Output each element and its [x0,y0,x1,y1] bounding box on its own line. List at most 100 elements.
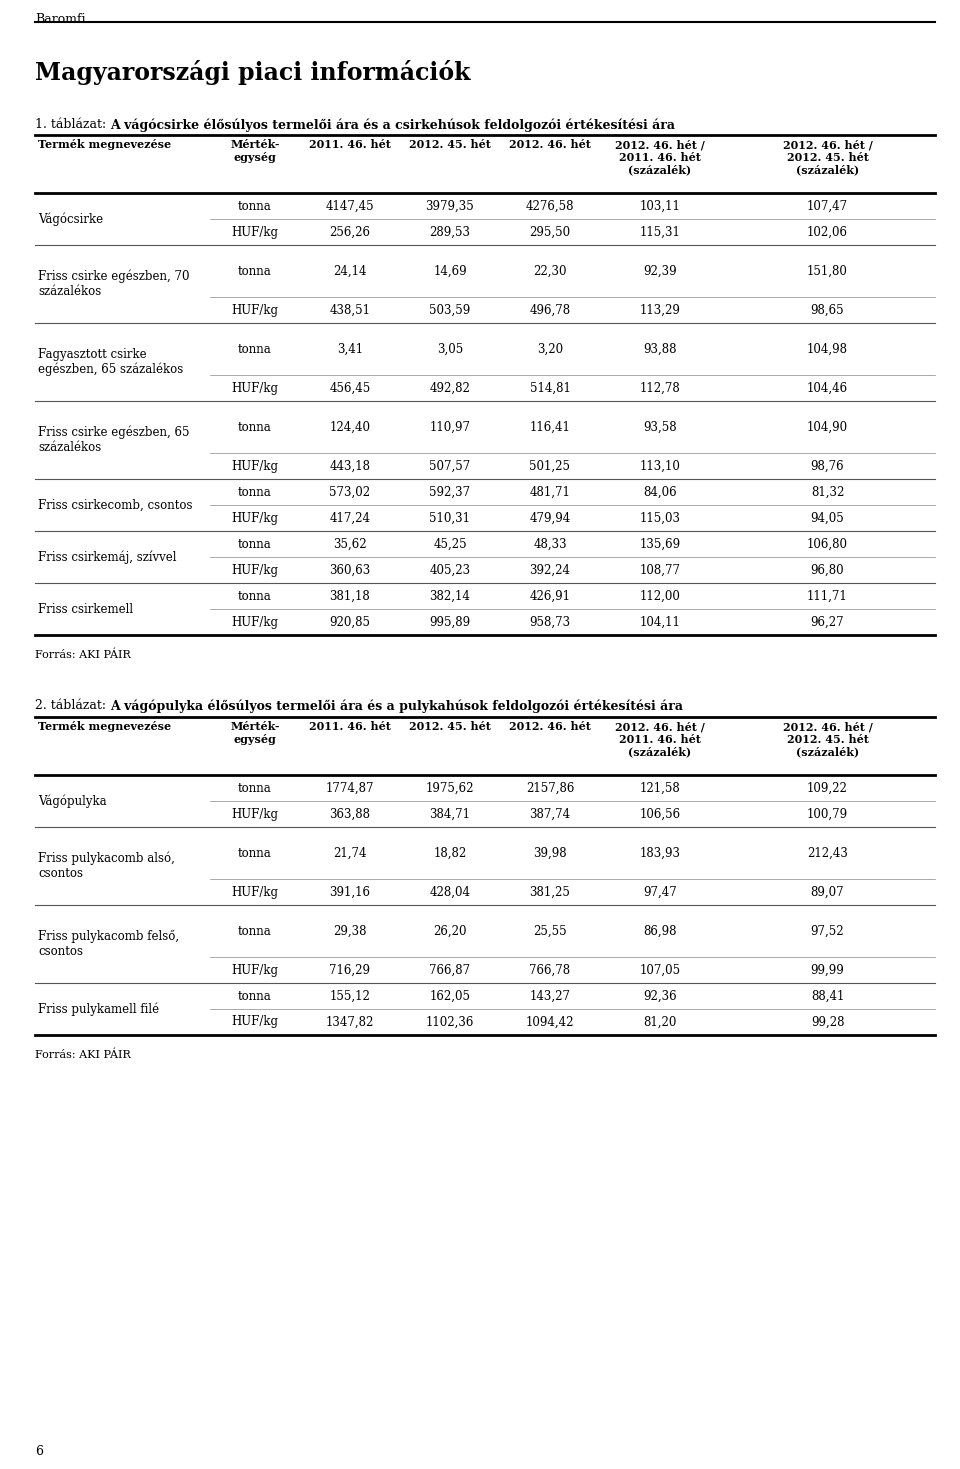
Text: Friss csirke egészben, 65
százalékos: Friss csirke egészben, 65 százalékos [38,426,189,454]
Text: Vágócsirke: Vágócsirke [38,212,103,226]
Text: 81,20: 81,20 [643,1015,677,1028]
Text: 109,22: 109,22 [807,782,848,795]
Text: 2. táblázat:: 2. táblázat: [35,699,110,712]
Text: 104,11: 104,11 [639,616,681,629]
Text: 96,27: 96,27 [810,616,844,629]
Text: 6: 6 [35,1445,43,1459]
Text: 155,12: 155,12 [329,990,371,1002]
Text: tonna: tonna [238,538,272,551]
Text: Mérték-
egység: Mérték- egység [230,140,279,163]
Text: 766,87: 766,87 [429,964,470,977]
Text: HUF/kg: HUF/kg [231,886,278,899]
Text: 93,88: 93,88 [643,342,677,355]
Text: tonna: tonna [238,342,272,355]
Text: 510,31: 510,31 [429,511,470,524]
Text: tonna: tonna [238,485,272,498]
Text: 363,88: 363,88 [329,808,371,821]
Text: 96,80: 96,80 [810,564,844,576]
Text: 573,02: 573,02 [329,485,371,498]
Text: 143,27: 143,27 [530,990,570,1002]
Text: 481,71: 481,71 [530,485,570,498]
Text: 995,89: 995,89 [429,616,470,629]
Text: 381,18: 381,18 [329,589,371,602]
Text: 29,38: 29,38 [333,924,367,937]
Text: 48,33: 48,33 [533,538,566,551]
Text: 2012. 46. hét /
2011. 46. hét
(százalék): 2012. 46. hét / 2011. 46. hét (százalék) [615,140,705,176]
Text: 35,62: 35,62 [333,538,367,551]
Text: 360,63: 360,63 [329,564,371,576]
Text: 98,76: 98,76 [810,460,844,473]
Text: Friss pulykamell filé: Friss pulykamell filé [38,1002,159,1015]
Text: A vágócsirke élősúlyos termelői ára és a csirkehúsok feldolgozói értékesítési ár: A vágócsirke élősúlyos termelői ára és a… [110,118,675,132]
Text: 958,73: 958,73 [529,616,570,629]
Text: HUF/kg: HUF/kg [231,564,278,576]
Text: Forrás: AKI PÁIR: Forrás: AKI PÁIR [35,649,131,660]
Text: 84,06: 84,06 [643,485,677,498]
Text: 39,98: 39,98 [533,846,566,859]
Text: 716,29: 716,29 [329,964,371,977]
Text: 289,53: 289,53 [429,226,470,238]
Text: 110,97: 110,97 [429,420,470,433]
Text: 97,47: 97,47 [643,886,677,899]
Text: HUF/kg: HUF/kg [231,304,278,316]
Text: Friss pulykacomb felső,
csontos: Friss pulykacomb felső, csontos [38,930,180,958]
Text: 295,50: 295,50 [529,226,570,238]
Text: tonna: tonna [238,782,272,795]
Text: Fagyasztott csirke
egészben, 65 százalékos: Fagyasztott csirke egészben, 65 százalék… [38,348,183,376]
Text: 14,69: 14,69 [433,264,467,278]
Text: Friss csirke egészben, 70
százalékos: Friss csirke egészben, 70 százalékos [38,270,189,298]
Text: 103,11: 103,11 [639,200,681,213]
Text: 1347,82: 1347,82 [325,1015,374,1028]
Text: 387,74: 387,74 [529,808,570,821]
Text: 97,52: 97,52 [810,924,844,937]
Text: 2012. 45. hét: 2012. 45. hét [409,140,491,150]
Text: Termék megnevezése: Termék megnevezése [38,140,171,150]
Text: 384,71: 384,71 [429,808,470,821]
Text: tonna: tonna [238,264,272,278]
Text: 2012. 46. hét /
2012. 45. hét
(százalék): 2012. 46. hét / 2012. 45. hét (százalék) [782,721,873,758]
Text: 121,58: 121,58 [639,782,681,795]
Text: 4147,45: 4147,45 [325,200,374,213]
Text: 920,85: 920,85 [329,616,371,629]
Text: tonna: tonna [238,589,272,602]
Text: 492,82: 492,82 [429,382,470,395]
Text: 162,05: 162,05 [429,990,470,1002]
Text: 94,05: 94,05 [810,511,845,524]
Text: 382,14: 382,14 [429,589,470,602]
Text: 1975,62: 1975,62 [425,782,474,795]
Text: 507,57: 507,57 [429,460,470,473]
Text: tonna: tonna [238,200,272,213]
Text: 107,47: 107,47 [807,200,848,213]
Text: 22,30: 22,30 [533,264,566,278]
Text: Friss pulykacomb alsó,
csontos: Friss pulykacomb alsó, csontos [38,852,175,880]
Text: 100,79: 100,79 [807,808,848,821]
Text: 115,31: 115,31 [639,226,681,238]
Text: 417,24: 417,24 [329,511,371,524]
Text: Vágópulyka: Vágópulyka [38,795,107,808]
Text: 456,45: 456,45 [329,382,371,395]
Text: tonna: tonna [238,846,272,859]
Text: 18,82: 18,82 [433,846,467,859]
Text: 3,05: 3,05 [437,342,463,355]
Text: 93,58: 93,58 [643,420,677,433]
Text: 108,77: 108,77 [639,564,681,576]
Text: 391,16: 391,16 [329,886,371,899]
Text: HUF/kg: HUF/kg [231,808,278,821]
Text: Magyarországi piaci információk: Magyarországi piaci információk [35,60,470,85]
Text: 112,78: 112,78 [639,382,681,395]
Text: 438,51: 438,51 [329,304,371,316]
Text: Friss csirkemáj, szívvel: Friss csirkemáj, szívvel [38,551,177,564]
Text: 2012. 45. hét: 2012. 45. hét [409,721,491,732]
Text: 99,28: 99,28 [811,1015,844,1028]
Text: HUF/kg: HUF/kg [231,226,278,238]
Text: 503,59: 503,59 [429,304,470,316]
Text: Forrás: AKI PÁIR: Forrás: AKI PÁIR [35,1049,131,1059]
Text: Baromfi: Baromfi [35,13,85,26]
Text: 1. táblázat:: 1. táblázat: [35,118,110,131]
Text: 3,41: 3,41 [337,342,363,355]
Text: 2012. 46. hét: 2012. 46. hét [509,140,591,150]
Text: 592,37: 592,37 [429,485,470,498]
Text: 81,32: 81,32 [811,485,844,498]
Text: 113,10: 113,10 [639,460,681,473]
Text: 501,25: 501,25 [530,460,570,473]
